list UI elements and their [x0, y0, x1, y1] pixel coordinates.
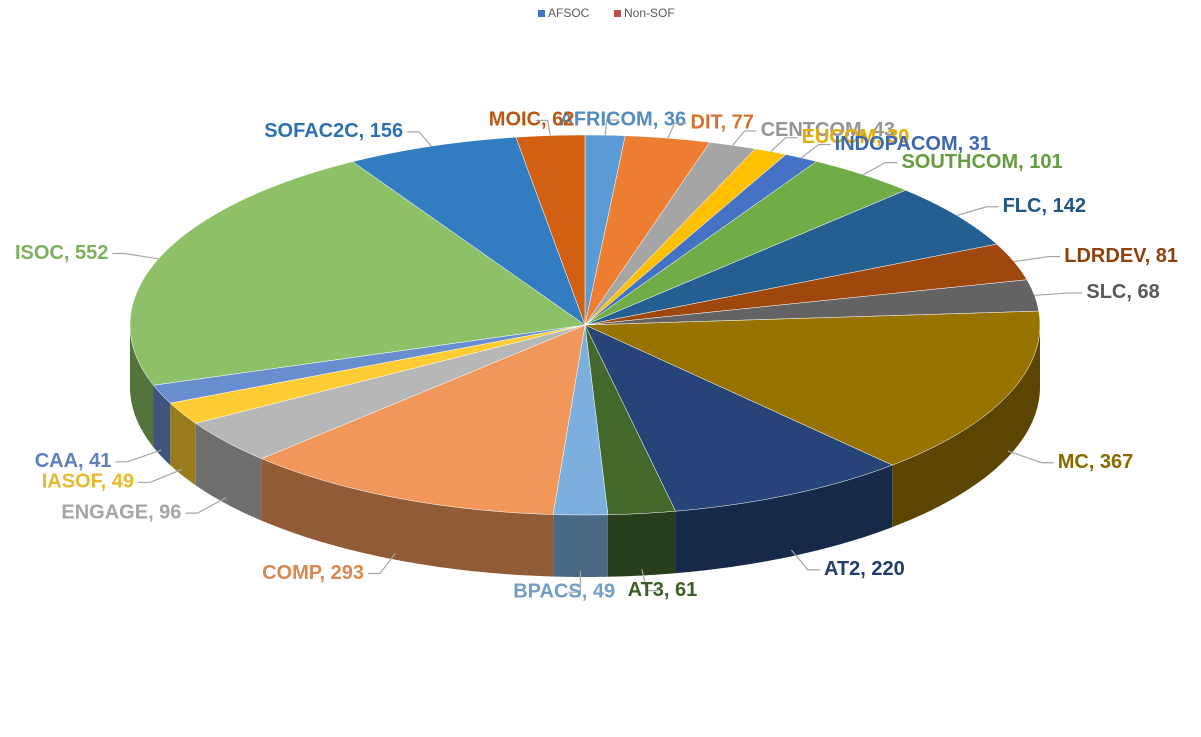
slice — [153, 324, 586, 404]
legend-label: Non-SOF — [624, 6, 675, 20]
slice — [351, 136, 586, 326]
data-label: AT3, 61 — [628, 579, 698, 601]
data-label: INDOPACOM, 31 — [835, 133, 991, 155]
data-label: CAA, 41 — [35, 450, 112, 472]
data-label: ISOC, 552 — [15, 242, 108, 264]
slice — [195, 324, 586, 459]
data-label: MOIC, 62 — [489, 109, 575, 131]
slice — [584, 142, 756, 326]
leader-line — [1034, 292, 1083, 296]
slice — [169, 324, 586, 424]
leader-line — [1007, 450, 1054, 464]
slice — [584, 161, 907, 326]
leader-line — [667, 122, 687, 139]
leader-line — [407, 131, 432, 147]
slice-side — [195, 423, 262, 521]
slice-side — [892, 325, 1040, 528]
leader-line — [956, 206, 999, 217]
slice-side — [153, 385, 171, 466]
data-label: CENTCOM, 43 — [761, 119, 895, 141]
slice — [515, 134, 586, 326]
leader-line — [185, 497, 227, 514]
leader-line — [862, 162, 898, 176]
leader-line — [112, 252, 159, 260]
data-label: BPACS, 49 — [513, 580, 615, 602]
leader-line — [770, 137, 798, 152]
legend-swatch — [538, 10, 545, 17]
slice-side — [675, 465, 893, 574]
leader-line — [604, 119, 619, 136]
leader-line — [1013, 255, 1061, 263]
legend-label: AFSOC — [548, 6, 590, 20]
data-label: IASOF, 49 — [42, 471, 134, 493]
leader-line — [568, 570, 582, 593]
leader-line — [138, 468, 183, 484]
leader-line — [367, 553, 396, 575]
slice-side — [261, 458, 554, 577]
data-label: DIT, 77 — [691, 112, 754, 134]
data-label: MC, 367 — [1058, 451, 1134, 473]
data-label: SOFAC2C, 156 — [264, 120, 403, 142]
leader-line — [732, 130, 757, 146]
leader-line — [800, 143, 831, 159]
slice — [260, 324, 586, 515]
slice — [584, 324, 893, 512]
data-label: ENGAGE, 96 — [61, 501, 181, 523]
leader-line — [641, 569, 659, 592]
slice — [584, 279, 1040, 326]
data-label: SLC, 68 — [1086, 281, 1159, 303]
slice-side — [553, 514, 608, 577]
data-label: COMP, 293 — [262, 562, 364, 584]
slice-side — [170, 403, 196, 486]
slice — [552, 324, 609, 516]
data-label: AFRICOM, 36 — [559, 108, 686, 130]
leader-line — [115, 449, 162, 463]
slice — [584, 310, 1041, 466]
slice-side — [607, 511, 676, 577]
slice — [129, 161, 586, 386]
data-label: EUCOM, 30 — [802, 126, 910, 148]
slice — [584, 135, 711, 326]
leader-line — [535, 119, 551, 136]
data-label: AT2, 220 — [824, 558, 905, 580]
leader-line — [790, 549, 820, 571]
data-label: FLC, 142 — [1003, 195, 1086, 217]
data-label: SOUTHCOM, 101 — [901, 151, 1062, 173]
slice — [584, 324, 676, 516]
data-label: LDRDEV, 81 — [1064, 245, 1178, 267]
legend-swatch — [614, 10, 621, 17]
